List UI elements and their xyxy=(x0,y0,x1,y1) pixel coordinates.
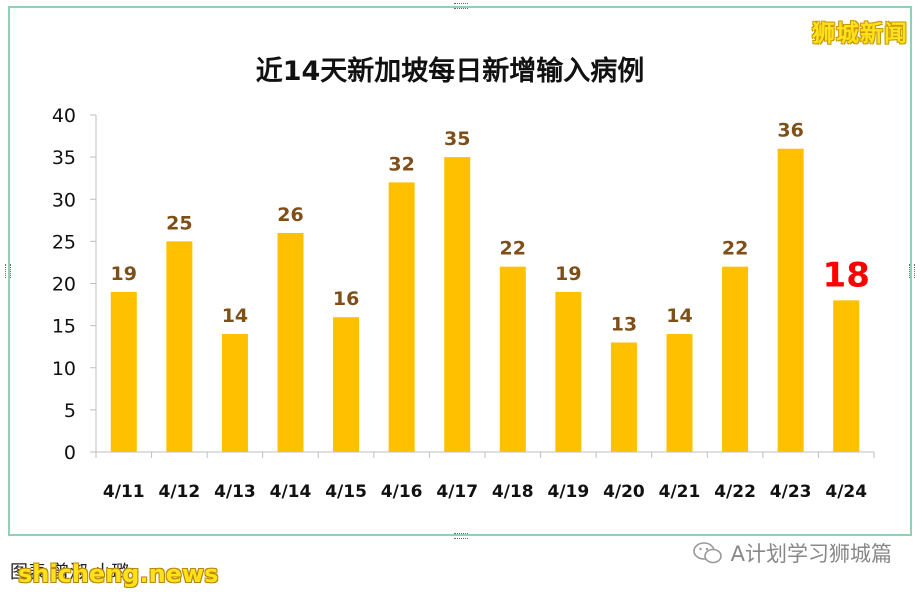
y-tick-label: 40 xyxy=(52,105,76,127)
bar xyxy=(610,342,637,452)
highlight-value-label: 18 xyxy=(823,255,870,295)
x-tick-label: 4/13 xyxy=(214,482,256,502)
y-tick-label: 30 xyxy=(52,189,76,211)
account-badge: A计划学习狮城篇 xyxy=(692,538,892,568)
y-axis: 0 5 10 15 20 25 30 35 40 xyxy=(52,105,97,464)
bar xyxy=(555,291,582,452)
chart-title: 近14天新加坡每日新增输入病例 xyxy=(256,55,645,87)
x-axis: 4/11 4/12 4/13 4/14 4/15 4/16 4/17 4/18 4/19 4/20… xyxy=(95,451,875,502)
x-tick-label: 4/23 xyxy=(770,482,812,502)
bar-value-label: 14 xyxy=(666,305,692,327)
bar-value-label: 22 xyxy=(500,238,526,260)
bar xyxy=(221,334,248,452)
bar-value-label: 35 xyxy=(444,128,470,150)
source-text: 图表 曾淑 小璐 xyxy=(10,562,130,583)
bar-value-label: 16 xyxy=(333,288,359,310)
watermark-top: 狮城新闻 xyxy=(812,21,908,47)
bar-value-label: 22 xyxy=(722,238,748,260)
bar xyxy=(777,148,804,452)
bar xyxy=(333,317,360,452)
x-tick-label: 4/18 xyxy=(492,482,534,502)
bar xyxy=(444,157,471,452)
bar-value-label: 36 xyxy=(777,120,803,142)
bar-value-label: 13 xyxy=(611,313,637,335)
x-tick-label: 4/16 xyxy=(381,482,423,502)
left-resize-handle[interactable] xyxy=(5,264,11,278)
y-tick-label: 35 xyxy=(52,147,76,169)
x-tick-label: 4/11 xyxy=(103,482,145,502)
bar xyxy=(499,266,526,452)
bar xyxy=(722,266,749,452)
bar xyxy=(110,291,137,452)
x-tick-label: 4/24 xyxy=(825,482,867,502)
bar-value-label: 32 xyxy=(388,153,414,175)
y-tick-label: 25 xyxy=(52,231,76,253)
bar-value-label: 19 xyxy=(111,263,137,285)
y-tick-label: 10 xyxy=(52,358,76,380)
bar xyxy=(666,334,693,452)
x-tick-label: 4/22 xyxy=(714,482,756,502)
right-resize-handle[interactable] xyxy=(909,264,915,278)
x-tick-label: 4/17 xyxy=(436,482,478,502)
x-tick-label: 4/14 xyxy=(270,482,312,502)
bars: 19 25 14 26 16 32 35 22 19 13 14 22 36 18 xyxy=(111,120,870,452)
bottom-resize-handle[interactable] xyxy=(454,533,468,539)
site-watermark: shicheng.news xyxy=(18,560,219,588)
x-tick-label: 4/12 xyxy=(159,482,201,502)
x-tick-label: 4/19 xyxy=(548,482,590,502)
footer-credit: 图表 曾淑 小璐 shicheng.news xyxy=(10,558,218,588)
bar-value-label: 19 xyxy=(555,263,581,285)
x-tick-label: 4/15 xyxy=(325,482,367,502)
bar-value-label: 26 xyxy=(277,204,303,226)
bar-value-label: 25 xyxy=(166,212,192,234)
bar xyxy=(833,300,860,452)
y-tick-label: 20 xyxy=(52,274,76,296)
top-resize-handle[interactable] xyxy=(454,3,468,9)
y-tick-label: 5 xyxy=(64,400,76,422)
y-tick-label: 15 xyxy=(52,316,76,338)
wechat-icon xyxy=(692,541,723,565)
bar xyxy=(166,241,193,452)
y-tick-label: 0 xyxy=(64,442,76,464)
x-tick-label: 4/21 xyxy=(659,482,701,502)
account-name: A计划学习狮城篇 xyxy=(730,542,892,566)
x-tick-label: 4/20 xyxy=(603,482,645,502)
bar xyxy=(277,232,304,452)
bar-value-label: 14 xyxy=(222,305,248,327)
bar xyxy=(388,182,415,452)
